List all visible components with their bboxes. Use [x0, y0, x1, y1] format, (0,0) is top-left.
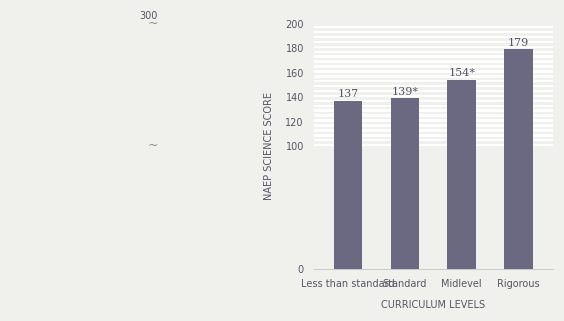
Bar: [314, 51, 553, 53]
Bar: [314, 134, 553, 136]
Text: 154*: 154*: [448, 68, 475, 78]
Bar: [314, 90, 553, 92]
Bar: [314, 31, 553, 33]
Bar: [314, 80, 553, 82]
Bar: [314, 65, 553, 68]
Bar: [504, 49, 533, 269]
Bar: [314, 36, 553, 38]
Bar: [314, 70, 553, 73]
Bar: [314, 124, 553, 127]
Text: 300: 300: [140, 11, 158, 21]
Bar: [314, 75, 553, 78]
Bar: [314, 119, 553, 122]
Bar: [314, 105, 553, 107]
Bar: [314, 109, 553, 112]
Bar: [314, 26, 553, 29]
Text: 139*: 139*: [391, 87, 418, 97]
Text: ~: ~: [148, 16, 158, 30]
Bar: [314, 85, 553, 87]
Bar: [314, 139, 553, 142]
Bar: [314, 60, 553, 63]
Bar: [314, 100, 553, 102]
Bar: [314, 46, 553, 48]
X-axis label: CURRICULUM LEVELS: CURRICULUM LEVELS: [381, 300, 485, 310]
Bar: [314, 41, 553, 43]
Bar: [314, 95, 553, 97]
Bar: [447, 80, 476, 269]
Text: 137: 137: [337, 89, 358, 99]
Bar: [314, 144, 553, 146]
Text: 179: 179: [508, 38, 530, 48]
Y-axis label: NAEP SCIENCE SCORE: NAEP SCIENCE SCORE: [265, 92, 274, 200]
Bar: [314, 56, 553, 58]
Bar: [314, 114, 553, 117]
Text: ~: ~: [148, 139, 158, 152]
Bar: [314, 129, 553, 132]
Bar: [333, 101, 362, 269]
Bar: [390, 99, 419, 269]
